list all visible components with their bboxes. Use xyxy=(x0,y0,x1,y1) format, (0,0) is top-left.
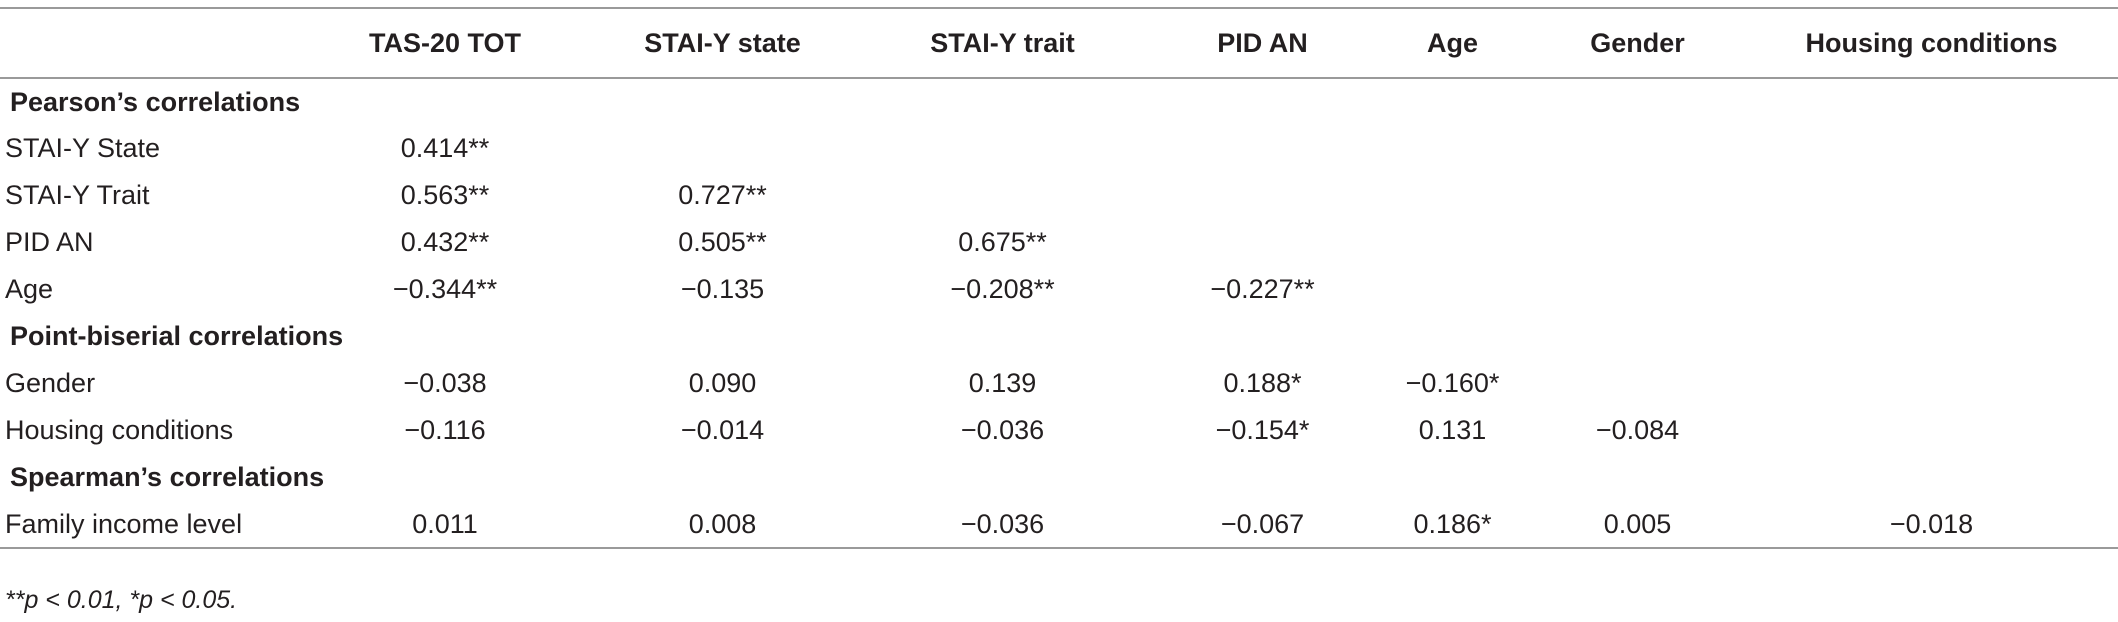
table-cell: −0.208** xyxy=(950,274,1055,304)
table-cell xyxy=(1530,360,1745,407)
table-cell: −0.227** xyxy=(1210,274,1315,304)
table-cell xyxy=(1375,172,1530,219)
table-cell xyxy=(1375,266,1530,313)
section-heading-row: Pearson’s correlations xyxy=(0,78,2118,125)
table-cell xyxy=(1745,407,2118,454)
table-row: PID AN 0.432** 0.505** 0.675** xyxy=(0,219,2118,266)
table-cell xyxy=(1375,125,1530,172)
table-cell xyxy=(1150,219,1375,266)
table-cell xyxy=(1150,172,1375,219)
table-cell: −0.160* xyxy=(1405,368,1500,398)
table-row: STAI-Y State 0.414** xyxy=(0,125,2118,172)
section-heading: Spearman’s correlations xyxy=(10,462,325,492)
table-cell: 0.011 xyxy=(300,501,590,549)
table-row: Housing conditions −0.116 −0.014 −0.036 … xyxy=(0,407,2118,454)
table-cell xyxy=(1745,172,2118,219)
table-cell xyxy=(1530,266,1745,313)
section-heading: Point-biserial correlations xyxy=(10,321,344,351)
table-cell: −0.067 xyxy=(1150,501,1375,549)
table-cell xyxy=(1530,219,1745,266)
header-cell-gender: Gender xyxy=(1530,7,1745,79)
table-row: Gender −0.038 0.090 0.139 0.188* −0.160* xyxy=(0,360,2118,407)
row-label: PID AN xyxy=(5,227,94,257)
section-heading: Pearson’s correlations xyxy=(10,86,301,117)
table-cell: 0.563** xyxy=(400,180,490,210)
header-cell-blank xyxy=(0,7,300,79)
header-cell-stai-y-trait: STAI-Y trait xyxy=(855,7,1150,79)
table-cell: −0.014 xyxy=(680,415,765,445)
table-row: Age −0.344** −0.135 −0.208** −0.227** xyxy=(0,266,2118,313)
row-label: Housing conditions xyxy=(5,415,234,445)
table-cell: −0.038 xyxy=(403,368,487,398)
table-cell xyxy=(1530,125,1745,172)
header-cell-stai-y-state: STAI-Y state xyxy=(590,7,855,79)
section-heading-row: Spearman’s correlations xyxy=(0,454,2118,501)
table-footnote: **p < 0.01, *p < 0.05. xyxy=(5,586,238,614)
header-row: TAS-20 TOT STAI-Y state STAI-Y trait PID… xyxy=(0,7,2118,79)
table-cell xyxy=(1745,360,2118,407)
table-cell: 0.414** xyxy=(400,133,490,163)
table-cell: 0.188* xyxy=(1223,368,1302,398)
table-cell: 0.675** xyxy=(958,227,1047,257)
table-cell xyxy=(1375,219,1530,266)
table-cell xyxy=(1745,266,2118,313)
table-cell: −0.018 xyxy=(1745,501,2118,549)
table-cell: −0.036 xyxy=(855,501,1150,549)
header-cell-age: Age xyxy=(1375,7,1530,79)
table-cell xyxy=(855,125,1150,172)
table-cell: 0.727** xyxy=(678,180,767,210)
table-cell xyxy=(1150,125,1375,172)
row-label: STAI-Y Trait xyxy=(5,180,150,210)
table-cell xyxy=(590,125,855,172)
table-cell: −0.116 xyxy=(404,415,486,445)
table-row: STAI-Y Trait 0.563** 0.727** xyxy=(0,172,2118,219)
row-label: STAI-Y State xyxy=(5,133,161,163)
table-cell: 0.432** xyxy=(400,227,490,257)
table-cell: −0.344** xyxy=(392,274,498,304)
table-cell: 0.008 xyxy=(590,501,855,549)
header-cell-pid-an: PID AN xyxy=(1150,7,1375,79)
table-cell: 0.131 xyxy=(1418,415,1487,445)
row-label: Gender xyxy=(5,368,96,398)
table-cell: 0.005 xyxy=(1530,501,1745,549)
section-heading-row: Point-biserial correlations xyxy=(0,313,2118,360)
header-cell-tas20-tot: TAS-20 TOT xyxy=(300,7,590,79)
row-label: Family income level xyxy=(0,501,300,549)
table-row: Family income level 0.011 0.008 −0.036 −… xyxy=(0,501,2118,549)
table-cell xyxy=(1745,219,2118,266)
correlation-table: TAS-20 TOT STAI-Y state STAI-Y trait PID… xyxy=(0,7,2118,549)
table-cell: 0.139 xyxy=(968,368,1037,398)
table-cell: −0.154* xyxy=(1215,415,1310,445)
header-cell-housing-conditions: Housing conditions xyxy=(1745,7,2118,79)
table-cell: −0.084 xyxy=(1595,415,1680,445)
row-label: Age xyxy=(5,274,54,304)
table-cell: 0.505** xyxy=(678,227,767,257)
table-cell xyxy=(855,172,1150,219)
table-cell: −0.135 xyxy=(680,274,765,304)
table-cell xyxy=(1745,125,2118,172)
table-cell: 0.090 xyxy=(688,368,757,398)
table-cell: −0.036 xyxy=(960,415,1045,445)
table-cell xyxy=(1530,172,1745,219)
table-cell: 0.186* xyxy=(1375,501,1530,549)
